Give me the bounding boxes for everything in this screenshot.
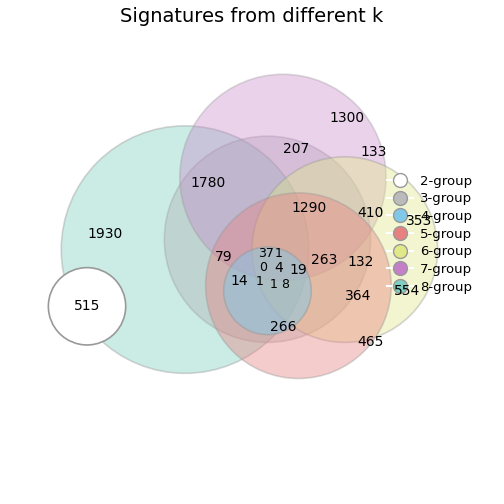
Text: 364: 364 — [345, 289, 371, 303]
Text: 1: 1 — [275, 247, 283, 260]
Text: 410: 410 — [357, 207, 384, 220]
Text: 1930: 1930 — [87, 227, 122, 241]
Text: 465: 465 — [357, 335, 384, 349]
Circle shape — [180, 74, 386, 281]
Text: 0: 0 — [260, 261, 267, 274]
Text: 1: 1 — [270, 278, 278, 291]
Title: Signatures from different k: Signatures from different k — [120, 7, 384, 26]
Text: 515: 515 — [74, 299, 100, 313]
Text: 133: 133 — [360, 145, 387, 159]
Text: 1300: 1300 — [330, 111, 365, 125]
Text: 266: 266 — [270, 320, 296, 334]
Text: 132: 132 — [347, 256, 373, 270]
Circle shape — [224, 247, 311, 335]
Text: 37: 37 — [259, 247, 274, 260]
Circle shape — [206, 193, 391, 379]
Text: 19: 19 — [289, 263, 307, 277]
Circle shape — [164, 136, 370, 342]
Legend: 2-group, 3-group, 4-group, 5-group, 6-group, 7-group, 8-group: 2-group, 3-group, 4-group, 5-group, 6-gr… — [382, 169, 477, 299]
Circle shape — [61, 126, 309, 373]
Text: 8: 8 — [282, 278, 289, 291]
Circle shape — [48, 268, 125, 345]
Text: 79: 79 — [215, 250, 232, 264]
Text: 1: 1 — [256, 275, 264, 288]
Text: 1290: 1290 — [291, 201, 326, 215]
Text: 353: 353 — [406, 214, 432, 228]
Text: 554: 554 — [394, 284, 420, 298]
Text: 263: 263 — [311, 253, 337, 267]
Text: 207: 207 — [283, 142, 309, 156]
Text: 14: 14 — [230, 274, 248, 287]
Text: 1780: 1780 — [191, 175, 226, 190]
Text: 4: 4 — [275, 261, 283, 275]
Circle shape — [252, 157, 437, 342]
